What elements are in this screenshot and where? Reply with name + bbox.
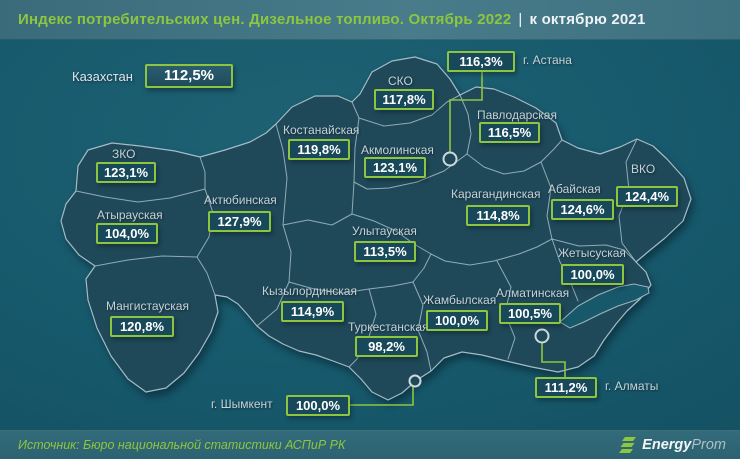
city-marker-almaty xyxy=(534,328,550,344)
energyprom-icon xyxy=(619,436,637,453)
region-border xyxy=(351,101,360,215)
region-value-zko: 123,1% xyxy=(96,162,156,183)
region-border xyxy=(358,94,461,127)
leader-line-shymkent xyxy=(350,387,414,406)
region-border xyxy=(196,256,216,296)
region-border xyxy=(94,255,198,267)
region-value-ulytau: 113,5% xyxy=(354,241,416,262)
region-label-aktobe: Актюбинская xyxy=(204,193,277,207)
lake-balkhash xyxy=(559,283,650,329)
city-markers xyxy=(408,151,550,388)
region-value-atyrau: 104,0% xyxy=(96,223,158,244)
city-marker-astana xyxy=(442,151,458,167)
region-value-aktobe: 127,9% xyxy=(208,211,271,232)
title-separator: | xyxy=(518,11,523,28)
city-value-shymkent: 100,0% xyxy=(286,395,350,416)
region-label-akmola: Акмолинская xyxy=(361,143,434,157)
region-label-almaty-region: Алматинская xyxy=(496,286,570,300)
region-value-turkestan: 98,2% xyxy=(355,336,418,357)
region-value-vko: 124,4% xyxy=(616,186,678,207)
region-border xyxy=(412,281,432,372)
region-border xyxy=(540,139,563,163)
region-value-pavlodar: 116,5% xyxy=(479,122,540,143)
region-label-zhetysu: Жетысуская xyxy=(558,246,626,260)
region-border xyxy=(466,153,542,175)
leader-line-almaty xyxy=(541,343,566,377)
region-border xyxy=(199,156,206,190)
city-marker-shymkent xyxy=(408,374,422,388)
region-value-mangystau: 120,8% xyxy=(110,316,174,337)
footer-bar: Источник: Бюро национальной статистики А… xyxy=(0,430,740,459)
page-title: Индекс потребительских цен. Дизельное то… xyxy=(18,11,512,28)
region-label-abay: Абайская xyxy=(548,182,601,196)
energyprom-logo: EnergyProm xyxy=(619,436,726,454)
region-value-karaganda: 114,8% xyxy=(466,205,530,226)
page-subtitle: к октябрю 2021 xyxy=(529,11,646,28)
region-label-mangystau: Мангистауская xyxy=(106,299,189,313)
region-label-atyrau: Атырауская xyxy=(97,208,163,222)
region-border xyxy=(282,213,353,226)
region-value-zhambyl: 100,0% xyxy=(426,310,488,331)
header-bar: Индекс потребительских цен. Дизельное то… xyxy=(0,0,740,40)
region-value-kostanay: 119,8% xyxy=(288,139,350,160)
logo-text-bold: Energy xyxy=(642,437,692,453)
region-value-sko: 117,8% xyxy=(374,89,434,110)
city-label-shymkent: г. Шымкент xyxy=(211,397,273,411)
region-border xyxy=(551,238,637,263)
country-label: Казахстан xyxy=(72,69,133,84)
city-value-almaty: 111,2% xyxy=(535,377,597,398)
region-label-kostanay: Костанайская xyxy=(283,123,360,137)
region-value-almaty-region: 100,5% xyxy=(499,303,561,324)
region-value-akmola: 123,1% xyxy=(364,157,426,178)
city-value-astana: 116,3% xyxy=(447,51,515,72)
leader-line-astana xyxy=(449,72,483,152)
region-border xyxy=(459,94,472,155)
city-label-almaty: г. Алматы xyxy=(605,379,659,393)
region-border xyxy=(353,153,468,190)
region-border xyxy=(351,213,553,266)
region-border xyxy=(256,123,292,327)
region-border xyxy=(75,188,206,203)
region-label-karaganda: Карагандинская xyxy=(451,187,541,201)
region-label-turkestan: Туркестанская xyxy=(348,320,429,334)
region-border xyxy=(288,281,414,294)
region-label-sko: СКО xyxy=(388,74,413,88)
region-value-zhetysu: 100,0% xyxy=(561,264,624,285)
region-value-kyzylorda: 114,9% xyxy=(281,301,344,322)
source-text: Источник: Бюро национальной статистики А… xyxy=(18,438,346,452)
region-value-abay: 124,6% xyxy=(551,199,614,220)
region-label-zhambyl: Жамбылская xyxy=(423,293,497,307)
region-label-zko: ЗКО xyxy=(112,147,136,161)
region-label-ulytau: Улытауская xyxy=(352,224,417,238)
logo-text-light: Prom xyxy=(691,437,726,453)
region-border xyxy=(540,161,553,240)
country-value-box: 112,5% xyxy=(145,64,233,88)
leader-lines xyxy=(350,72,566,406)
region-label-kyzylorda: Кызылординская xyxy=(262,284,357,298)
city-label-astana: г. Астана xyxy=(523,53,572,67)
region-label-vko: ВКО xyxy=(631,162,656,176)
region-border xyxy=(412,253,432,283)
region-label-pavlodar: Павлодарская xyxy=(477,108,557,122)
